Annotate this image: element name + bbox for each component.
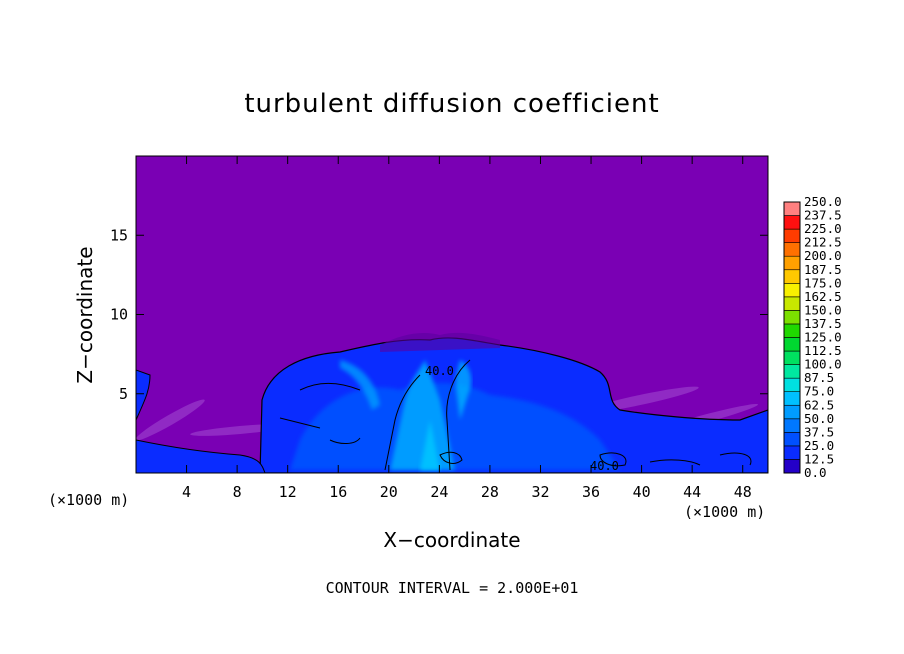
x-tick-label: 32 [531,483,549,501]
contour-label: 40.0 [425,364,454,378]
colorbar-label: 12.5 [804,451,834,466]
colorbar-label: 187.5 [804,262,842,277]
colorbar-label: 87.5 [804,370,834,385]
colorbar-label: 137.5 [804,316,842,331]
x-tick-label: 40 [633,483,651,501]
colorbar: 0.012.525.037.550.062.575.087.5100.0112.… [783,194,842,480]
x-unit-right: (×1000 m) [684,503,765,521]
colorbar-label: 250.0 [804,194,842,209]
colorbar-swatch [783,432,801,447]
colorbar-swatch [783,377,801,392]
colorbar-label: 150.0 [804,302,842,317]
colorbar-label: 112.5 [804,343,842,358]
colorbar-swatch [783,364,801,379]
y-axis: 5 10 15 [110,226,768,403]
colorbar-frame [783,201,801,474]
x-tick-label: 20 [380,483,398,501]
y-tick-label: 10 [110,306,128,324]
x-axis-label: X−coordinate [383,528,520,552]
colorbar-swatch [783,350,801,365]
x-tick-label: 12 [279,483,297,501]
colorbar-swatch [783,418,801,433]
colorbar-swatch [783,337,801,352]
colorbar-swatch [783,310,801,325]
colorbar-label: 200.0 [804,248,842,263]
contour-interval-note: CONTOUR INTERVAL = 2.000E+01 [326,579,579,597]
colorbar-swatch [783,228,801,243]
colorbar-swatch [783,404,801,420]
y-tick-label: 15 [110,226,128,244]
colorbar-swatch [783,296,801,311]
colorbar-label: 162.5 [804,289,842,304]
chart-title: turbulent diffusion coefficient [244,89,659,119]
x-tick-label: 36 [582,483,600,501]
colorbar-swatch [783,391,801,406]
contour-label: 40.0 [590,459,619,473]
colorbar-label: 37.5 [804,424,834,439]
x-unit-left: (×1000 m) [48,491,129,509]
y-tick-label: 5 [119,385,128,403]
y-axis-label: Z−coordinate [73,246,97,383]
colorbar-label: 212.5 [804,235,842,250]
colorbar-label: 125.0 [804,330,842,345]
colorbar-label: 175.0 [804,275,842,290]
colorbar-swatch [783,459,801,474]
x-tick-label: 24 [430,483,448,501]
colorbar-label: 25.0 [804,438,834,453]
x-tick-label: 28 [481,483,499,501]
x-tick-label: 48 [734,483,752,501]
x-tick-label: 44 [683,483,701,501]
colorbar-label: 225.0 [804,221,842,236]
colorbar-label: 237.5 [804,208,842,223]
colorbar-swatch [783,242,801,257]
colorbar-swatch [783,282,801,298]
colorbar-label: 62.5 [804,397,834,412]
colorbar-swatch [783,445,801,460]
colorbar-swatch [783,215,801,230]
cloud-region [136,337,768,473]
colorbar-label: 75.0 [804,384,834,399]
colorbar-label: 50.0 [804,411,834,426]
colorbar-label: 100.0 [804,357,842,372]
x-tick-label: 16 [329,483,347,501]
field-plot [136,156,768,473]
colorbar-swatch [783,269,801,284]
x-tick-label: 4 [182,483,191,501]
colorbar-swatch [783,201,801,216]
colorbar-label: 0.0 [804,465,827,480]
x-tick-label: 8 [233,483,242,501]
colorbar-swatch [783,323,801,338]
x-axis: 4 8 12 16 20 24 28 32 36 40 44 48 [182,156,752,501]
colorbar-swatch [783,255,801,271]
